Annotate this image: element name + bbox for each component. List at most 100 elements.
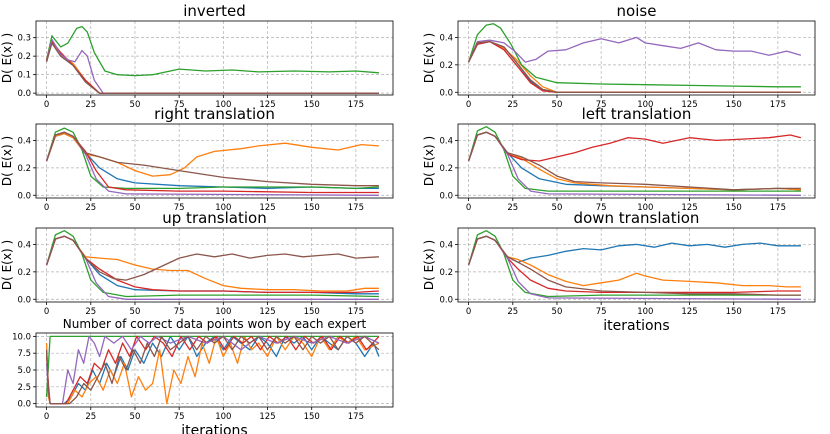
chart-title: up translation xyxy=(162,209,266,227)
y-tick-label: 0.0 xyxy=(439,191,453,201)
series-line-6 xyxy=(467,131,801,191)
x-tick-label: 0 xyxy=(466,100,471,110)
y-axis-label: D( E(x) ) xyxy=(422,136,436,186)
x-tick-label: 75 xyxy=(596,307,607,317)
x-tick-label: 75 xyxy=(174,412,185,422)
series-line-6 xyxy=(45,235,379,281)
x-tick-label: 50 xyxy=(130,203,141,213)
x-tick-label: 25 xyxy=(85,203,96,213)
chart-panel: 0 25 50 75 100 125 150 175 0.0 0.2 0.4 right transl… xyxy=(0,105,394,213)
plot-frame xyxy=(35,20,394,96)
x-axis-label: iterations xyxy=(603,318,669,334)
y-tick-label: 0.0 xyxy=(439,88,453,98)
plot-area xyxy=(36,228,393,302)
y-tick-label: 0.2 xyxy=(439,61,453,71)
x-tick-label: 75 xyxy=(174,307,185,317)
x-tick-label: 125 xyxy=(259,100,275,110)
x-tick-label: 125 xyxy=(681,203,697,213)
plot-frame xyxy=(457,123,816,199)
x-tick-label: 125 xyxy=(259,203,275,213)
y-axis-label: D( E(x) ) xyxy=(0,33,14,83)
x-tick-label: 125 xyxy=(681,307,697,317)
series-line-6 xyxy=(468,40,801,93)
x-tick-label: 100 xyxy=(637,307,653,317)
x-axis-label: iterations xyxy=(181,423,247,434)
plot-frame xyxy=(457,20,816,96)
x-tick-label: 25 xyxy=(85,412,96,422)
y-tick-label: 0.0 xyxy=(17,400,31,410)
y-tick-label: 0.2 xyxy=(17,164,31,174)
y-tick-label: 5.0 xyxy=(17,366,31,376)
x-tick-label: 175 xyxy=(348,307,364,317)
series-line-3 xyxy=(45,25,379,77)
x-tick-label: 50 xyxy=(552,100,563,110)
y-axis-label: D( E(x) ) xyxy=(422,240,436,290)
x-tick-label: 150 xyxy=(304,203,320,213)
y-tick-label: 0.0 xyxy=(17,89,31,99)
plot-frame xyxy=(35,123,394,199)
chart-panel: 0 25 50 75 100 125 150 175 0.0 0.1 0.2 0.3 inverted D… xyxy=(0,2,394,110)
x-tick-label: 75 xyxy=(596,203,607,213)
x-tick-label: 100 xyxy=(215,307,231,317)
y-tick-label: 0.2 xyxy=(439,164,453,174)
x-tick-label: 25 xyxy=(85,100,96,110)
plot-area xyxy=(458,21,815,95)
y-axis-label: D( E(x) ) xyxy=(422,33,436,83)
chart-title: inverted xyxy=(183,2,246,20)
x-tick-label: 150 xyxy=(304,307,320,317)
x-tick-label: 75 xyxy=(174,100,185,110)
y-tick-label: 0.4 xyxy=(439,33,453,43)
series-line-6 xyxy=(45,335,380,405)
series-line-5 xyxy=(468,36,802,63)
x-tick-label: 100 xyxy=(215,412,231,422)
y-tick-label: 0.2 xyxy=(17,52,31,62)
chart-title: Number of correct data points won by eac… xyxy=(63,317,367,331)
y-tick-label: 0.4 xyxy=(439,240,453,250)
x-tick-label: 125 xyxy=(681,100,697,110)
y-tick-label: 0.4 xyxy=(439,136,453,146)
x-tick-label: 0 xyxy=(44,203,49,213)
x-tick-label: 0 xyxy=(44,412,49,422)
plot-frame xyxy=(457,227,816,303)
x-tick-label: 25 xyxy=(507,203,518,213)
x-tick-label: 25 xyxy=(507,307,518,317)
series-line-3 xyxy=(45,230,379,298)
y-axis-label: D( E(x) ) xyxy=(0,136,14,186)
chart-panel: 0 25 50 75 100 125 150 175 0.0 2.5 5.0 7.5 10.0 Numbe… xyxy=(12,317,394,434)
series-line-5 xyxy=(45,38,379,94)
series-line-6 xyxy=(467,235,801,296)
x-tick-label: 150 xyxy=(726,100,742,110)
chart-panel: 0 25 50 75 100 125 150 175 0.0 0.2 0.4 left transla… xyxy=(422,105,816,213)
x-tick-label: 0 xyxy=(44,100,49,110)
y-tick-label: 0.0 xyxy=(17,191,31,201)
chart-title: right translation xyxy=(154,105,275,123)
chart-panel: 0 25 50 75 100 125 150 175 0.0 0.2 0.4 down transla… xyxy=(422,209,816,334)
plot-area xyxy=(458,124,815,198)
plot-area xyxy=(458,228,815,302)
x-tick-label: 125 xyxy=(259,412,275,422)
series-line-3 xyxy=(467,23,801,88)
x-tick-label: 0 xyxy=(44,307,49,317)
series-line-6 xyxy=(45,131,379,187)
x-tick-label: 75 xyxy=(596,100,607,110)
y-axis-label: D( E(x) ) xyxy=(0,240,14,290)
y-tick-label: 10.0 xyxy=(12,332,31,342)
y-tick-label: 0.4 xyxy=(17,136,31,146)
x-tick-label: 175 xyxy=(770,307,786,317)
chart-title: noise xyxy=(617,2,657,20)
x-tick-label: 75 xyxy=(174,203,185,213)
y-tick-label: 7.5 xyxy=(17,349,31,359)
x-tick-label: 175 xyxy=(770,100,786,110)
y-tick-label: 0.0 xyxy=(17,295,31,305)
chart-panel: 0 25 50 75 100 125 150 175 0.0 0.2 0.4 up translati… xyxy=(0,209,394,317)
x-tick-label: 150 xyxy=(304,100,320,110)
x-tick-label: 0 xyxy=(466,203,471,213)
series-line-6 xyxy=(45,42,379,94)
x-tick-label: 100 xyxy=(215,100,231,110)
x-tick-label: 100 xyxy=(215,203,231,213)
x-tick-label: 50 xyxy=(130,307,141,317)
series-line-3 xyxy=(467,230,801,298)
y-tick-label: 0.3 xyxy=(17,34,31,44)
x-tick-label: 175 xyxy=(348,412,364,422)
